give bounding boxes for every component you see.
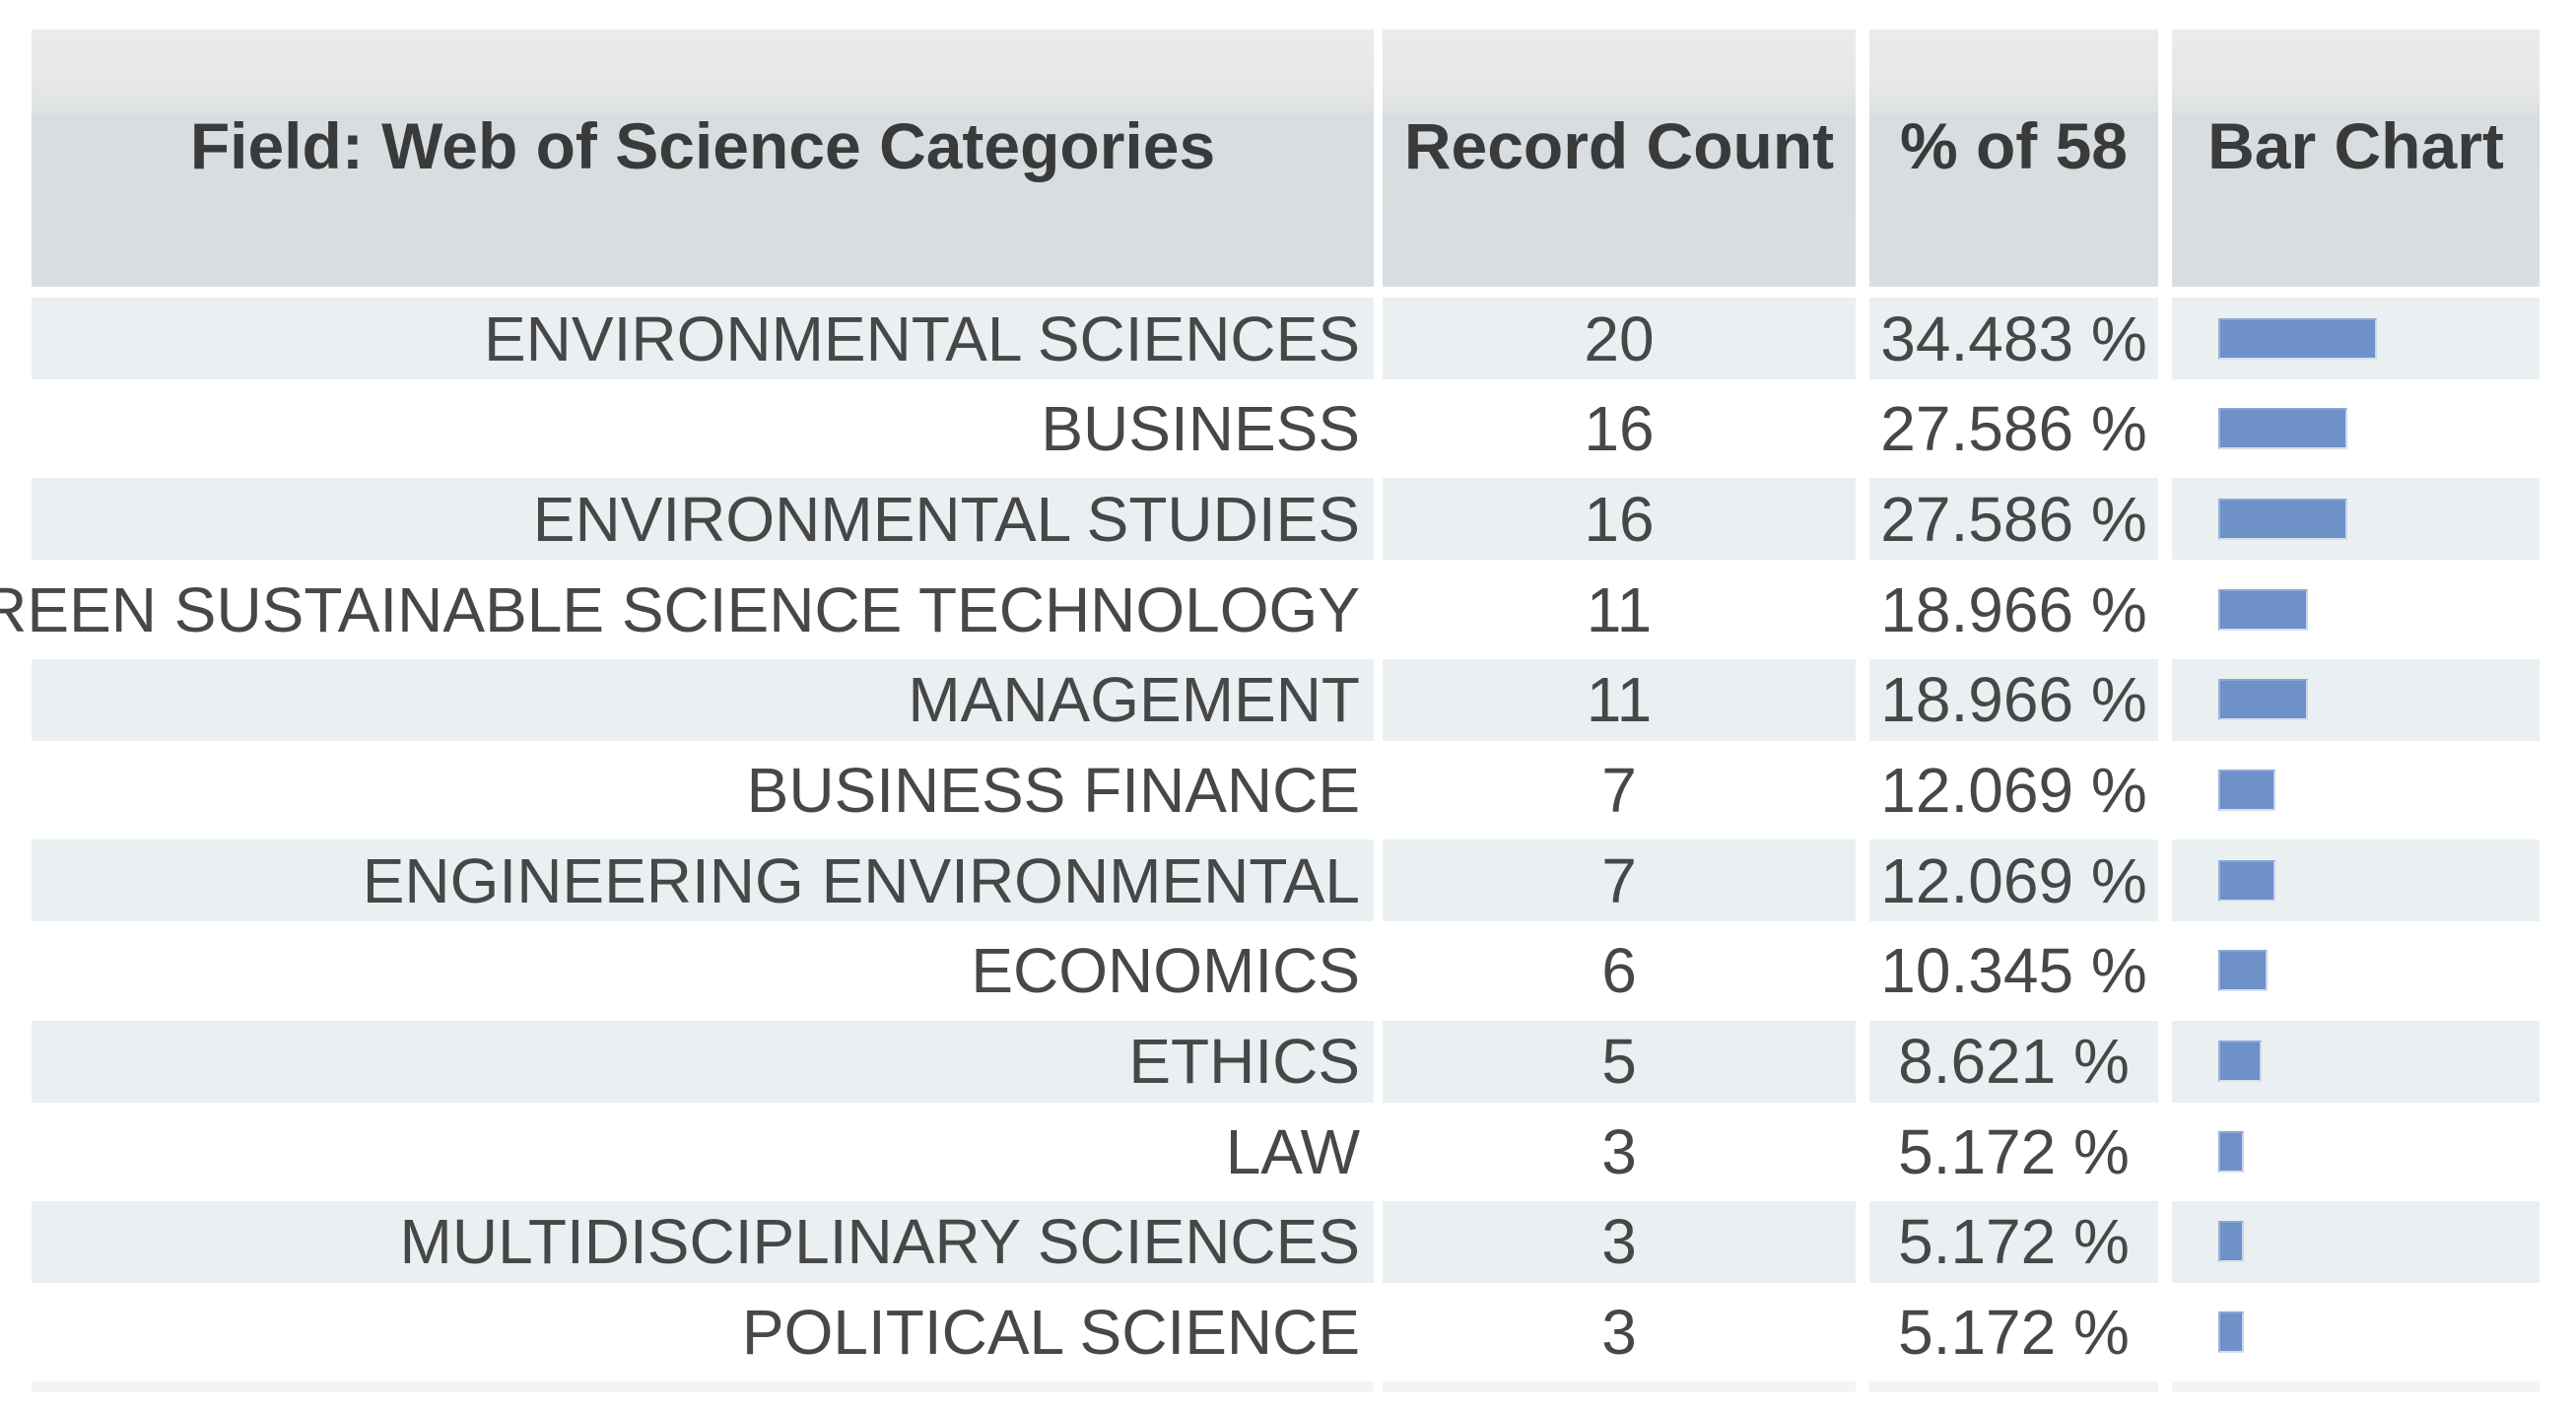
record-count-value: 5 [1383,1020,1856,1103]
percent-value: 27.586 % [1869,387,2158,470]
bar-chart-cell [2172,1200,2540,1283]
partial-cell [1869,1381,2158,1393]
record-count-value: 16 [1383,478,1856,561]
table-row: LAW 3 5.172 % [32,1110,2540,1193]
partial-next-row [32,1381,2540,1393]
record-count-bar [2218,317,2377,360]
category-label: BUSINESS FINANCE [32,749,1374,832]
bar-chart-cell [2172,1110,2540,1193]
record-count-bar [2218,1130,2244,1173]
record-count-value: 11 [1383,569,1856,651]
table-row: MANAGEMENT 11 18.966 % [32,658,2540,741]
bar-chart-cell [2172,1291,2540,1374]
table-row: MULTIDISCIPLINARY SCIENCES 3 5.172 % [32,1200,2540,1283]
record-count-value: 3 [1383,1291,1856,1374]
category-label: ENVIRONMENTAL SCIENCES [32,298,1374,379]
category-label: ENGINEERING ENVIRONMENTAL [32,840,1374,922]
percent-value: 12.069 % [1869,749,2158,832]
table-row: ECONOMICS 6 10.345 % [32,929,2540,1012]
bar-chart-cell [2172,478,2540,561]
column-header-percent: % of 58 [1869,30,2158,287]
table-row: BUSINESS 16 27.586 % [32,387,2540,470]
bar-chart-cell [2172,929,2540,1012]
category-label: GREEN SUSTAINABLE SCIENCE TECHNOLOGY [0,569,1374,651]
table-row: POLITICAL SCIENCE 3 5.172 % [32,1291,2540,1374]
percent-value: 18.966 % [1869,569,2158,651]
table-row: GREEN SUSTAINABLE SCIENCE TECHNOLOGY 11 … [0,569,2540,651]
bar-chart-cell [2172,569,2540,651]
table-row: ETHICS 5 8.621 % [32,1020,2540,1103]
record-count-value: 20 [1383,298,1856,379]
table-row: ENGINEERING ENVIRONMENTAL 7 12.069 % [32,840,2540,922]
percent-value: 8.621 % [1869,1020,2158,1103]
record-count-value: 6 [1383,929,1856,1012]
record-count-bar [2218,859,2275,902]
table-body: ENVIRONMENTAL SCIENCES 20 34.483 % BUSIN… [0,298,2540,1374]
category-label: BUSINESS [32,387,1374,470]
percent-value: 10.345 % [1869,929,2158,1012]
column-gap [1856,30,1869,287]
record-count-value: 7 [1383,840,1856,922]
category-label: ETHICS [32,1020,1374,1103]
category-label: LAW [32,1110,1374,1193]
record-count-bar [2218,1311,2244,1354]
partial-cell [32,1381,1374,1393]
percent-value: 5.172 % [1869,1291,2158,1374]
percent-value: 27.586 % [1869,478,2158,561]
table-row: ENVIRONMENTAL STUDIES 16 27.586 % [32,478,2540,561]
record-count-value: 3 [1383,1110,1856,1193]
table-row: ENVIRONMENTAL SCIENCES 20 34.483 % [32,298,2540,379]
category-label: POLITICAL SCIENCE [32,1291,1374,1374]
results-table: Field: Web of Science Categories Record … [0,30,2540,1393]
record-count-bar [2218,1041,2262,1082]
category-label: ECONOMICS [32,929,1374,1012]
table-header: Field: Web of Science Categories Record … [32,30,2540,287]
record-count-bar [2218,679,2308,721]
percent-value: 18.966 % [1869,658,2158,741]
record-count-bar [2218,498,2347,540]
percent-value: 5.172 % [1869,1110,2158,1193]
bar-chart-cell [2172,749,2540,832]
partial-cell [1383,1381,1856,1393]
record-count-bar [2218,950,2268,992]
percent-value: 34.483 % [1869,298,2158,379]
record-count-bar [2218,408,2347,450]
record-count-value: 3 [1383,1200,1856,1283]
category-label: MANAGEMENT [32,658,1374,741]
category-label: MULTIDISCIPLINARY SCIENCES [32,1200,1374,1283]
bar-chart-cell [2172,387,2540,470]
column-header-record-count: Record Count [1383,30,1856,287]
column-gap [2158,30,2172,287]
column-header-bar-chart: Bar Chart [2172,30,2540,287]
percent-value: 12.069 % [1869,840,2158,922]
column-gap [1374,30,1383,287]
partial-cell [2172,1381,2540,1393]
percent-value: 5.172 % [1869,1200,2158,1283]
category-label: ENVIRONMENTAL STUDIES [32,478,1374,561]
bar-chart-cell [2172,658,2540,741]
bar-chart-cell [2172,298,2540,379]
column-header-field: Field: Web of Science Categories [32,30,1374,287]
bar-chart-cell [2172,1020,2540,1103]
record-count-bar [2218,588,2308,631]
record-count-value: 16 [1383,387,1856,470]
record-count-bar [2218,1221,2244,1263]
table-row: BUSINESS FINANCE 7 12.069 % [32,749,2540,832]
record-count-value: 11 [1383,658,1856,741]
record-count-bar [2218,769,2275,811]
bar-chart-cell [2172,840,2540,922]
record-count-value: 7 [1383,749,1856,832]
